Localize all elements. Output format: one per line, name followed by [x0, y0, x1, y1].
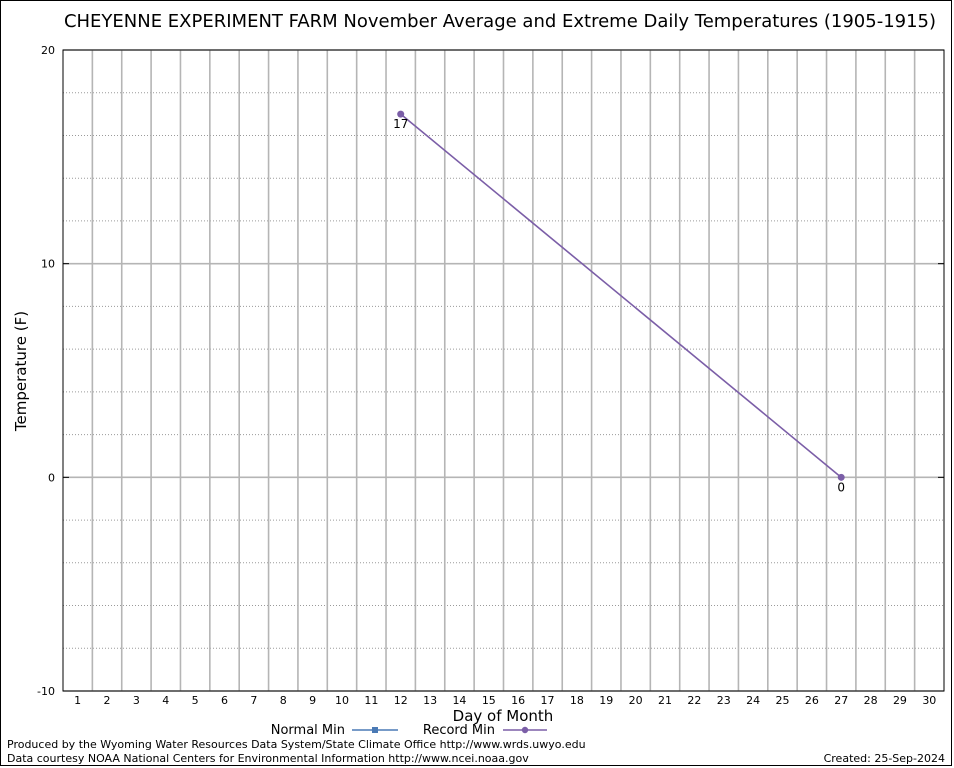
- y-axis-label: Temperature (F): [12, 311, 30, 432]
- legend: Normal Min Record Min: [271, 723, 547, 738]
- x-tick-label-1: 1: [74, 694, 81, 707]
- x-tick-label-5: 5: [192, 694, 199, 707]
- x-tick-label-28: 28: [864, 694, 878, 707]
- x-tick-label-10: 10: [335, 694, 349, 707]
- chart-title: CHEYENNE EXPERIMENT FARM November Averag…: [64, 11, 936, 32]
- x-tick-label-11: 11: [364, 694, 378, 707]
- x-tick-label-25: 25: [775, 694, 789, 707]
- x-tick-label-27: 27: [834, 694, 848, 707]
- x-tick-label-14: 14: [452, 694, 466, 707]
- legend-marker-record-min: [521, 726, 529, 734]
- y-tick-label: 10: [41, 258, 55, 271]
- x-tick-label-22: 22: [687, 694, 701, 707]
- x-tick-label-3: 3: [133, 694, 140, 707]
- data-label: 17: [393, 117, 408, 131]
- x-tick-label-30: 30: [922, 694, 936, 707]
- x-tick-label-12: 12: [394, 694, 408, 707]
- x-tick-label-18: 18: [570, 694, 584, 707]
- x-tick-label-2: 2: [104, 694, 111, 707]
- x-tick-label-16: 16: [511, 694, 525, 707]
- y-tick-label: -10: [37, 685, 55, 698]
- x-tick-label-6: 6: [221, 694, 228, 707]
- plot-border: [62, 49, 945, 692]
- series-line-1: [400, 113, 842, 478]
- x-tick-label-7: 7: [250, 694, 257, 707]
- x-tick-label-8: 8: [280, 694, 287, 707]
- x-tick-label-24: 24: [746, 694, 760, 707]
- x-tick-label-26: 26: [805, 694, 819, 707]
- legend-marker-normal-min: [372, 727, 378, 733]
- x-tick-label-19: 19: [599, 694, 613, 707]
- series-layer: 17 0: [393, 110, 845, 494]
- data-point: [837, 473, 845, 481]
- legend-label-record-min: Record Min: [423, 723, 495, 738]
- y-tick-label: 20: [41, 44, 55, 57]
- x-tick-label-21: 21: [658, 694, 672, 707]
- legend-label-normal-min: Normal Min: [271, 723, 345, 738]
- x-tick-label-9: 9: [309, 694, 316, 707]
- x-tick-label-29: 29: [893, 694, 907, 707]
- grid-layer: [63, 49, 944, 692]
- x-tick-label-13: 13: [423, 694, 437, 707]
- data-point: [397, 110, 405, 118]
- x-tick-label-17: 17: [541, 694, 555, 707]
- y-tick-label: 0: [48, 471, 55, 484]
- footer-created: Created: 25-Sep-2024: [824, 752, 945, 765]
- x-tick-label-20: 20: [629, 694, 643, 707]
- data-label: 0: [837, 480, 845, 494]
- x-tick-label-15: 15: [482, 694, 496, 707]
- x-axis-label: Day of Month: [453, 707, 554, 725]
- x-tick-label-23: 23: [717, 694, 731, 707]
- footer-produced-by: Produced by the Wyoming Water Resources …: [7, 738, 586, 751]
- footer-data-courtesy: Data courtesy NOAA National Centers for …: [7, 752, 529, 765]
- x-tick-label-4: 4: [162, 694, 169, 707]
